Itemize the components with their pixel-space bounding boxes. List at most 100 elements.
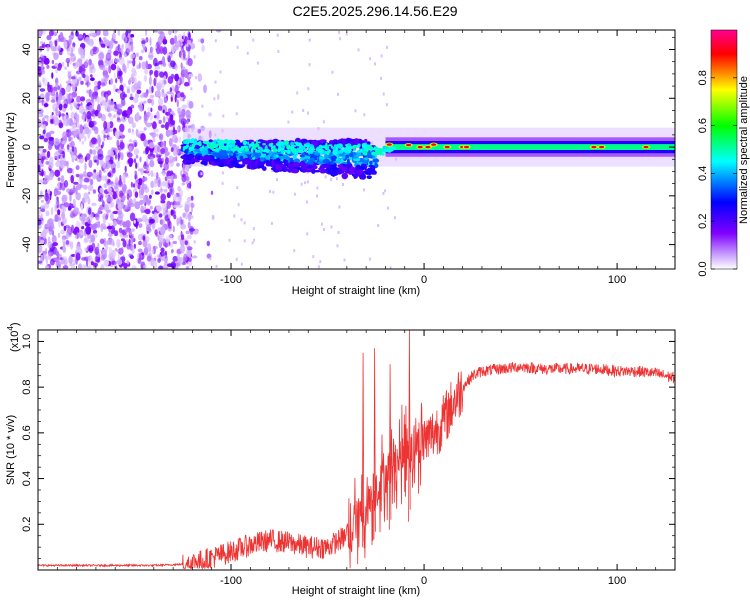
heatmap-cell xyxy=(138,252,142,261)
heatmap-cell xyxy=(48,30,54,37)
heatmap-cell xyxy=(42,129,46,135)
heatmap-cell xyxy=(61,95,66,101)
heatmap-cell xyxy=(303,146,306,151)
heatmap-cell xyxy=(106,209,111,214)
heatmap-cell xyxy=(338,144,341,148)
heatmap-cell xyxy=(134,201,141,210)
heatmap-cell xyxy=(166,175,173,180)
heatmap-cell xyxy=(126,109,132,115)
heatmap-cell xyxy=(107,222,112,226)
heatmap-cell xyxy=(92,149,97,156)
heatmap-cell xyxy=(368,164,374,168)
heatmap-cell xyxy=(104,74,110,79)
heatmap-cell xyxy=(129,212,136,222)
heatmap-cell xyxy=(178,218,185,226)
heatmap-cell xyxy=(174,35,178,44)
heatmap-cell xyxy=(205,141,210,145)
heatmap-cell xyxy=(80,54,86,61)
heatmap-cell xyxy=(198,78,201,82)
heatmap-cell xyxy=(285,156,290,160)
heatmap-cell xyxy=(183,253,188,262)
heatmap-cell xyxy=(140,133,146,142)
heatmap-cell xyxy=(38,66,42,72)
heatmap-cell xyxy=(67,71,72,79)
heatmap-cell xyxy=(314,159,318,163)
heatmap-cell xyxy=(353,158,361,162)
y-tick-label: -20 xyxy=(21,188,33,204)
heatmap-cell xyxy=(151,189,154,195)
heatmap-cell xyxy=(45,210,50,217)
heatmap-cell xyxy=(134,158,136,164)
heatmap-cell xyxy=(338,205,341,209)
heatmap-cell xyxy=(352,144,357,148)
heatmap-cell xyxy=(119,123,125,133)
heatmap-cell xyxy=(107,179,111,183)
heatmap-cell xyxy=(291,168,300,174)
heatmap-cell xyxy=(53,116,60,126)
heatmap-cell xyxy=(177,253,180,261)
heatmap-cell xyxy=(391,146,396,150)
heatmap-cell xyxy=(282,148,285,151)
heatmap-cell xyxy=(174,94,177,103)
heatmap-cell xyxy=(78,34,83,39)
heatmap-cell xyxy=(81,197,85,204)
heatmap-cell xyxy=(114,264,118,268)
heatmap-cell xyxy=(333,152,339,155)
heatmap-cell xyxy=(84,264,87,269)
heatmap-cell xyxy=(149,69,154,75)
heatmap-cell xyxy=(177,185,181,192)
heatmap-cell xyxy=(140,205,145,214)
colorbar-tick-label: 0.0 xyxy=(697,261,709,276)
heatmap-cell xyxy=(107,196,113,203)
heatmap-cell xyxy=(118,227,123,234)
heatmap-cell xyxy=(125,220,131,228)
heatmap-cell xyxy=(108,100,115,106)
heatmap-cell xyxy=(163,254,168,264)
heatmap-cell xyxy=(173,204,179,208)
heatmap-cell xyxy=(149,94,155,99)
heatmap-cell xyxy=(246,51,249,55)
heatmap-cell xyxy=(174,73,180,82)
heatmap-cell xyxy=(305,200,308,204)
heatmap-cell xyxy=(276,178,278,182)
heatmap-cell xyxy=(51,235,57,244)
heatmap-cell xyxy=(45,247,48,256)
x-tick-label: 0 xyxy=(421,274,427,286)
heatmap-cell xyxy=(74,105,79,109)
heatmap-cell xyxy=(57,232,61,238)
heatmap-cell xyxy=(230,140,236,144)
heatmap-cell xyxy=(128,253,133,258)
heatmap-cell xyxy=(306,170,309,174)
heatmap-cell xyxy=(43,202,50,209)
heatmap-cell xyxy=(154,112,161,121)
heatmap-cell xyxy=(221,140,226,144)
x-tick-label: 100 xyxy=(608,575,626,587)
heatmap-cell xyxy=(158,119,162,124)
heatmap-cell xyxy=(82,73,86,78)
heatmap-cell xyxy=(110,202,115,208)
heatmap-cell xyxy=(71,78,78,85)
heatmap-cell xyxy=(75,165,80,171)
heatmap-cell xyxy=(78,77,82,82)
heatmap-cell xyxy=(158,79,164,87)
heatmap-cell xyxy=(166,200,171,209)
heatmap-cell xyxy=(172,225,175,233)
heatmap-cell xyxy=(169,242,174,248)
heatmap-cell xyxy=(159,71,165,78)
heatmap-cell xyxy=(352,149,356,152)
heatmap-cell xyxy=(97,103,101,113)
heatmap-cell xyxy=(87,255,93,263)
heatmap-cell xyxy=(224,146,229,151)
heatmap-cell xyxy=(97,80,102,87)
heatmap-cell xyxy=(82,114,86,123)
heatmap-cell xyxy=(209,257,212,261)
snr-series-line xyxy=(38,330,675,570)
heatmap-cell xyxy=(182,165,186,173)
heatmap-cell xyxy=(160,141,166,149)
heatmap-cell xyxy=(259,157,265,162)
heatmap-cell xyxy=(44,175,50,183)
heatmap-cell xyxy=(332,146,336,150)
heatmap-cell xyxy=(187,234,192,240)
heatmap-cell xyxy=(164,121,169,131)
heatmap-cell xyxy=(89,128,92,135)
